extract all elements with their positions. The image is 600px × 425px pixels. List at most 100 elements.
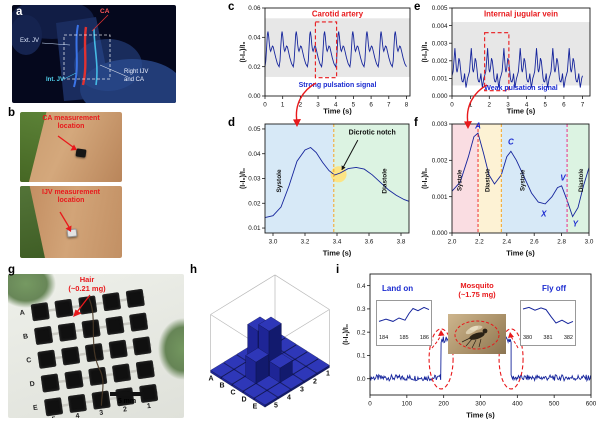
y-tick-label: 0.05 — [248, 126, 261, 133]
y-tick-label: 0.00 — [248, 93, 261, 100]
inset1-plot-svg — [378, 306, 430, 322]
annotation: A — [474, 122, 481, 131]
y-tick-label: 0.004 — [432, 23, 448, 30]
y-tick-label: 0.002 — [432, 58, 448, 65]
x-tick-label: 3.4 — [333, 239, 342, 246]
ca-location-label: CA measurement location — [26, 115, 116, 132]
event-ellipse — [428, 328, 454, 390]
panel-letter-f: f — [414, 117, 418, 129]
x-tick-label: 7 — [581, 102, 585, 109]
annotation: Dicrotic notch — [349, 129, 396, 136]
y-tick-label: 0.002 — [432, 158, 448, 165]
x-tick-label: 3 — [316, 102, 320, 109]
x-tick-label: 3.0 — [269, 239, 278, 246]
x-tick-label: 6 — [562, 102, 566, 109]
carotid-chart: 0 1 2 3 4 5 6 7 8 0.00 0.02 0.04 0.06 Time (s) (I-I₀)/… — [237, 4, 417, 116]
y-tick-label: 0.03 — [248, 176, 261, 183]
x-tick-label: 2.2 — [475, 239, 484, 246]
array-col-label: 4 — [75, 412, 81, 418]
annotation: X — [540, 210, 547, 219]
y-tick-label: 0.01 — [248, 225, 261, 232]
hair-label-line1: Hair — [79, 275, 95, 284]
ijv-sensor — [66, 228, 78, 238]
mosquito-label-line2: (~1.75 mg) — [458, 289, 496, 299]
x-tick-label: 3 — [506, 102, 510, 109]
bar-face — [243, 383, 267, 399]
panel-letter-e: e — [414, 1, 421, 13]
panel-letter-g: g — [8, 264, 16, 276]
chart-title: Carotid artery — [312, 10, 364, 19]
x-tick-label: 7 — [387, 102, 391, 109]
takeoff-inset: 380 381 382 — [520, 300, 576, 346]
y-tick-label: 0.000 — [432, 230, 448, 237]
panel-letter-c: c — [228, 1, 235, 13]
neck-anatomy-illustration — [12, 5, 176, 103]
x-tick-label: 2 — [488, 102, 492, 109]
bar-face — [256, 375, 280, 391]
mosquito-label-line1: Mosquito — [460, 281, 494, 290]
y-tick-label: 0.003 — [432, 121, 448, 128]
y-tick-label: 0.3 — [357, 306, 366, 313]
y-axis-label: (I-I₀)/I₀ — [422, 168, 429, 189]
x-tick-label: 6 — [369, 102, 373, 109]
chart-svg-c: 0 1 2 3 4 5 6 7 8 0.00 0.02 0.04 0.06 Time (s) (I-I₀)/… — [240, 5, 411, 116]
col-axis-label: 4 — [287, 395, 291, 402]
y-axis-label: (I-I₀)/I₀ — [240, 168, 247, 189]
inset-tick: 380 — [523, 335, 533, 341]
annotation: Systole — [276, 169, 283, 193]
ext-jv-label: Ext. JV — [20, 38, 40, 44]
chart-svg-e: 0 1 2 3 4 5 6 7 0.000 0.001 0.002 0.003 0.004 0.005 Ti… — [422, 5, 591, 116]
y-tick-label: 0.001 — [432, 194, 448, 201]
y-tick-label: 0.1 — [357, 353, 366, 360]
ijv-location-line1: IJV measurement — [42, 189, 100, 196]
phase-region — [478, 124, 502, 233]
phase-region — [567, 124, 589, 233]
takeoff-inset-plot — [521, 301, 575, 335]
x-tick-label: 2.6 — [530, 239, 539, 246]
y-tick-label: 0.04 — [248, 151, 261, 158]
axis-frame — [274, 274, 330, 310]
inset-waveform — [378, 306, 430, 322]
x-tick-label: 4 — [334, 102, 338, 109]
scale-label: 5 mm — [117, 398, 137, 405]
y-axis-label: (I-I₀)/I₀ — [422, 41, 429, 62]
e-waveform — [451, 48, 583, 88]
jugular-zoom-chart: 2.0 2.2 2.4 2.6 2.8 3.0 0.000 0.001 0.002 0.003 Ti… — [419, 119, 597, 258]
hair-label-line2: (~0.21 mg) — [68, 284, 106, 293]
x-tick-label: 100 — [402, 401, 413, 408]
y-tick-label: 0.4 — [357, 283, 366, 290]
x-tick-label: 5 — [543, 102, 547, 109]
array-col-label: 1 — [146, 402, 152, 411]
zoom-box — [314, 21, 338, 79]
ca-location-photo: CA measurement location — [20, 112, 122, 182]
x-tick-label: 8 — [405, 102, 409, 109]
bar-face — [267, 382, 291, 398]
bar-face — [258, 316, 282, 332]
x-tick-label: 1 — [281, 102, 285, 109]
array-row-label: E — [32, 404, 39, 413]
fly-off-label: Fly off — [542, 284, 566, 293]
plot-frame — [451, 123, 590, 234]
x-tick-label: 0 — [263, 102, 267, 109]
array-row-label: A — [19, 309, 26, 318]
scale-bar — [110, 392, 144, 396]
bar-face — [245, 347, 269, 363]
phase-region — [265, 124, 334, 233]
bar-face — [254, 390, 278, 406]
x-axis-label: Time (s) — [506, 249, 535, 258]
hair-on-array — [87, 296, 104, 406]
bar-face — [210, 362, 234, 378]
inset-waveform — [522, 306, 574, 325]
inset-tick: 382 — [563, 335, 573, 341]
x-tick-label: 3.8 — [397, 239, 406, 246]
int-jv-label: Int. JV — [46, 77, 65, 83]
x-tick-label: 4 — [525, 102, 529, 109]
panel-letter-b: b — [8, 107, 16, 119]
annotation: Weak pulsation signal — [484, 85, 557, 92]
ca-location-line1: CA measurement — [42, 115, 100, 122]
mosquito-chart: Land on Mosquito (~1.75 mg) Fly off 184 … — [340, 268, 598, 420]
row-axis-label: D — [241, 397, 246, 404]
landing-inset-ticks: 184 185 186 — [377, 335, 431, 341]
